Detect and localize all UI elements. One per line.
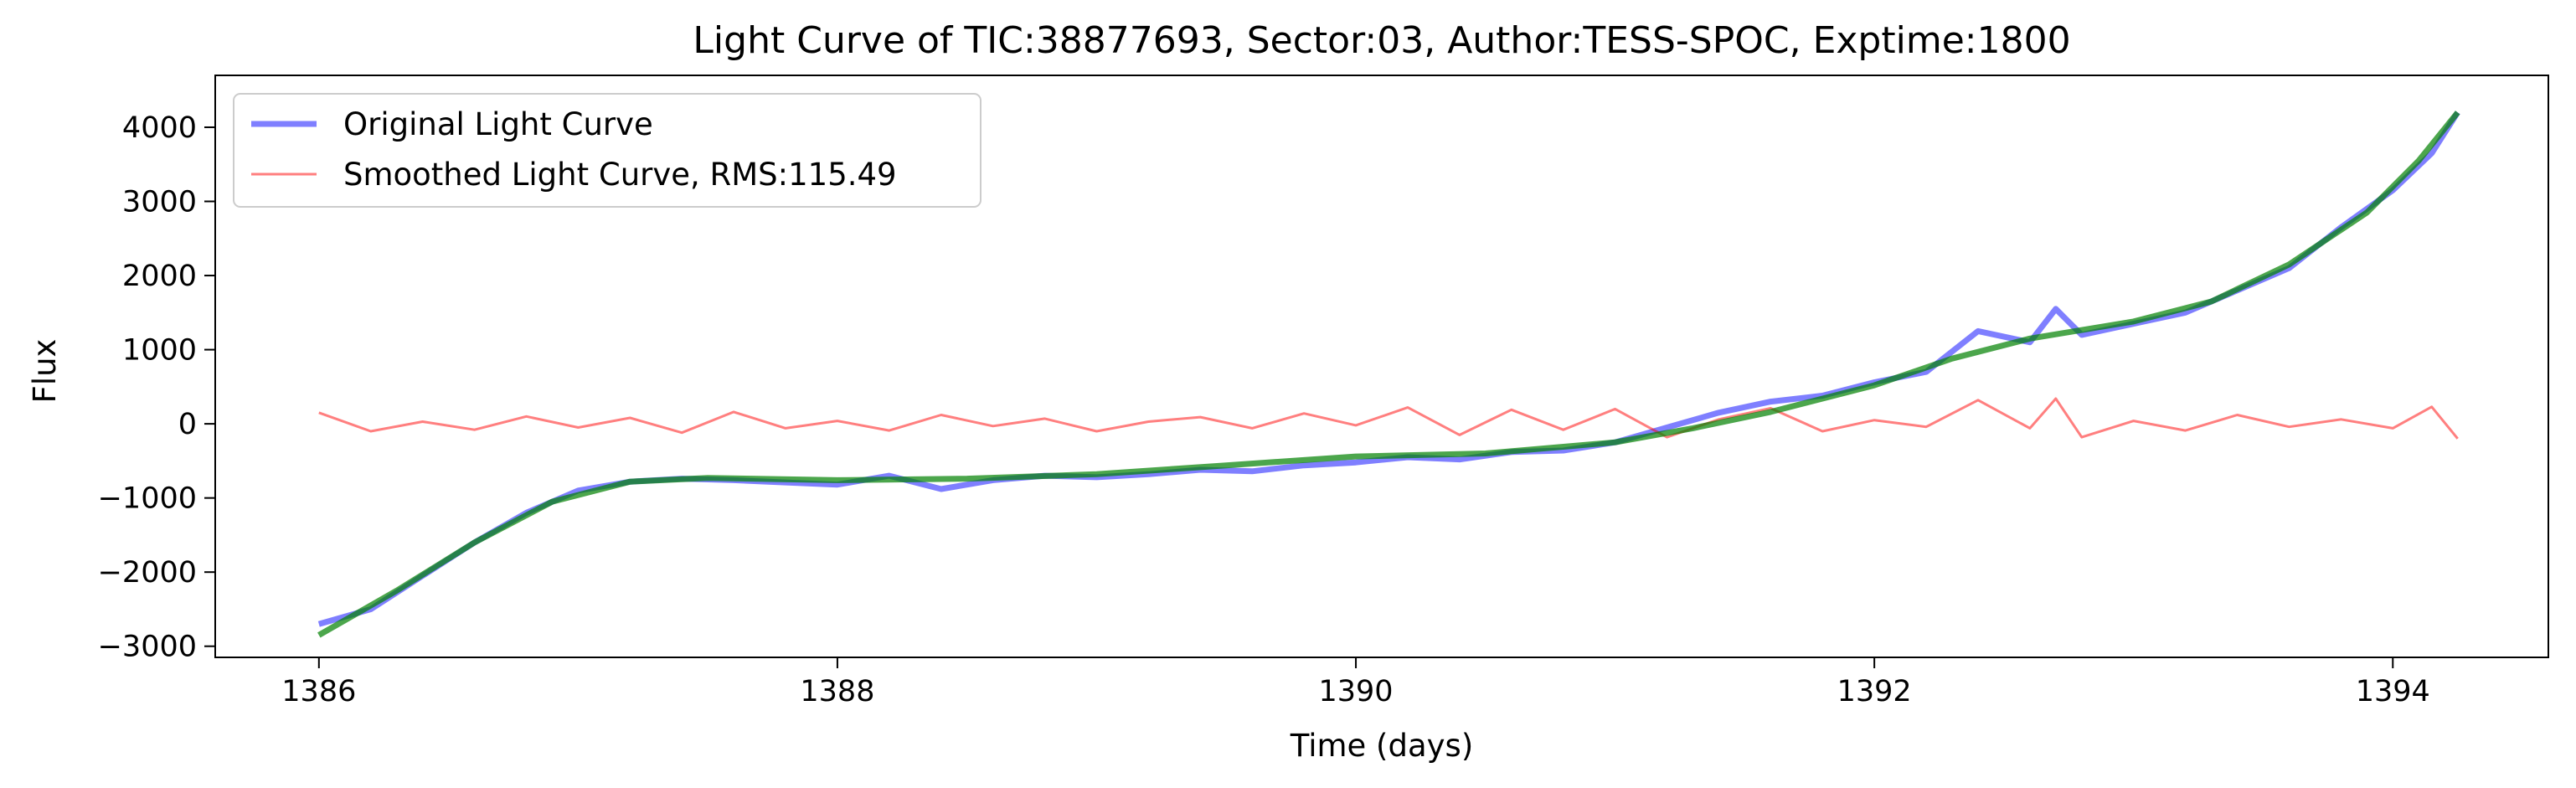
x-tick-label: 1390 <box>1319 675 1394 708</box>
chart-title: Light Curve of TIC:38877693, Sector:03, … <box>693 19 2070 62</box>
y-tick-label: −2000 <box>98 556 197 590</box>
x-axis-label: Time (days) <box>1290 728 1474 764</box>
axes-frame <box>214 75 2549 658</box>
y-tick-label: −1000 <box>98 482 197 516</box>
x-tick-label: 1386 <box>281 675 356 708</box>
y-tick-label: 0 <box>178 408 197 441</box>
y-axis-ticks: −3000 −2000 −1000 0 1000 2000 3000 4000 <box>98 111 215 664</box>
y-tick-label: −3000 <box>98 631 197 664</box>
y-tick-label: 1000 <box>122 334 197 368</box>
series-fitted-trend <box>317 111 2460 638</box>
x-tick-label: 1392 <box>1837 675 1912 708</box>
y-axis-label: Flux <box>27 339 63 404</box>
plot-area <box>214 75 2549 658</box>
x-tick-label: 1388 <box>800 675 874 708</box>
y-tick-label: 4000 <box>122 111 197 145</box>
legend: Original Light Curve Smoothed Light Curv… <box>233 93 981 208</box>
legend-label-original: Original Light Curve <box>343 106 653 142</box>
x-axis-ticks: 1386 1388 1390 1392 1394 <box>281 657 2430 708</box>
y-tick-label: 3000 <box>122 186 197 219</box>
legend-box <box>233 93 981 208</box>
x-tick-label: 1394 <box>2356 675 2430 708</box>
legend-label-smoothed: Smoothed Light Curve, RMS:115.49 <box>343 157 897 193</box>
series-layer <box>317 111 2460 638</box>
y-tick-label: 2000 <box>122 260 197 293</box>
series-smoothed-light-curve <box>318 397 2459 440</box>
